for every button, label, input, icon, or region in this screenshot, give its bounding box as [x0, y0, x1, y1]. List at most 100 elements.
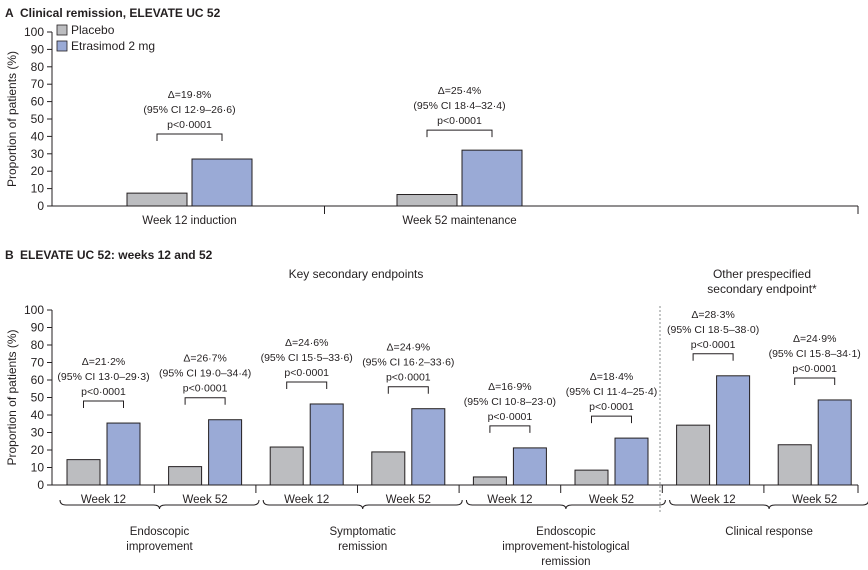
group-label-line2: remission	[338, 541, 387, 553]
significance-bracket	[156, 133, 223, 141]
bar-etrasimod	[614, 437, 649, 486]
significance-bracket	[184, 397, 226, 405]
significance-bracket	[387, 386, 429, 394]
y-tick-label: 60	[31, 373, 45, 387]
group-brace	[59, 499, 260, 510]
annotation-delta: Δ=24·6%	[285, 337, 329, 349]
legend-etrasimod-swatch	[56, 40, 68, 52]
bar-etrasimod	[817, 399, 852, 486]
significance-bracket	[692, 353, 734, 361]
annotation-delta: Δ=24·9%	[387, 342, 431, 354]
y-tick-label: 80	[31, 338, 45, 352]
panel-b-chart: 0 10 20 30 40 50 60 70 80 90 100 Proportion of pati…	[5, 303, 868, 568]
y-tick-label: 70	[31, 356, 45, 370]
bar-placebo	[66, 459, 101, 486]
group-label-line2: improvement	[126, 541, 193, 553]
significance-bracket	[286, 381, 328, 389]
y-tick-label: 20	[31, 443, 45, 457]
y-tick-label: 50	[31, 112, 45, 126]
panel-b-letter: B	[5, 248, 14, 262]
bar-etrasimod	[309, 403, 344, 486]
bar-placebo	[777, 444, 812, 486]
x-category-label: Week 52	[386, 494, 431, 506]
annotation-p-value: p<0·0001	[81, 386, 126, 398]
bar-etrasimod	[208, 419, 243, 486]
y-tick-label: 0	[37, 199, 44, 213]
panel-a-letter: A	[5, 6, 14, 20]
bar-placebo	[676, 424, 711, 486]
bar-placebo	[168, 466, 203, 486]
y-tick-label: 100	[24, 25, 44, 39]
y-tick-label: 90	[31, 42, 45, 56]
y-tick-label: 60	[31, 95, 45, 109]
x-category-label: Week 52	[589, 494, 634, 506]
annotation-ci: (95% CI 19·0–34·4)	[159, 368, 251, 380]
annotation-p-value: p<0·0001	[792, 363, 837, 375]
bar-placebo	[371, 451, 406, 486]
annotation-delta: Δ=25·4%	[438, 85, 482, 97]
y-tick-label: 100	[24, 303, 44, 317]
annotation-p-value: p<0·0001	[183, 383, 228, 395]
group-label-line1: Endoscopic	[536, 526, 596, 538]
annotation-delta: Δ=24·9%	[793, 333, 837, 345]
y-tick-label: 40	[31, 129, 45, 143]
section-key-secondary: Key secondary endpoints	[289, 267, 424, 281]
annotation-ci: (95% CI 12·9–26·6)	[143, 104, 235, 116]
annotation-delta: Δ=19·8%	[168, 89, 212, 101]
section-other-line1: Other prespecified	[713, 267, 811, 281]
bar-etrasimod	[716, 375, 751, 486]
annotation-ci: (95% CI 13·0–29·3)	[57, 371, 149, 383]
y-tick-label: 20	[31, 164, 45, 178]
bar-etrasimod	[512, 447, 547, 486]
bar-placebo	[472, 476, 507, 486]
legend-etrasimod-label: Etrasimod 2 mg	[71, 39, 155, 53]
group-label-line1: Endoscopic	[130, 526, 190, 538]
y-axis-label: Proportion of patients (%)	[5, 51, 19, 187]
annotation-p-value: p<0·0001	[589, 401, 634, 413]
group-label-line3: remission	[541, 556, 590, 568]
y-tick-label: 30	[31, 147, 45, 161]
x-category-label: Week 12	[487, 494, 532, 506]
bar-etrasimod	[191, 158, 253, 207]
annotation-p-value: p<0·0001	[167, 119, 212, 131]
y-tick-label: 10	[31, 461, 45, 475]
bar-placebo	[269, 446, 304, 486]
annotation-delta: Δ=16·9%	[488, 381, 532, 393]
y-axis-label: Proportion of patients (%)	[5, 329, 19, 465]
y-tick-label: 80	[31, 60, 45, 74]
x-category-label: Week 12	[284, 494, 329, 506]
x-category-label: Week 12	[691, 494, 736, 506]
annotation-ci: (95% CI 15·8–34·1)	[769, 348, 861, 360]
annotation-p-value: p<0·0001	[284, 367, 329, 379]
annotation-ci: (95% CI 18·4–32·4)	[413, 100, 505, 112]
section-other-line2: secondary endpoint*	[707, 282, 817, 296]
annotation-delta: Δ=21·2%	[82, 356, 126, 368]
significance-bracket	[83, 400, 124, 409]
y-tick-label: 90	[31, 321, 45, 335]
group-label-line1: Clinical response	[725, 526, 813, 538]
legend-placebo-swatch	[56, 24, 68, 36]
significance-bracket	[591, 415, 632, 424]
group-label-line1: Symptomatic	[329, 526, 396, 538]
x-category-label: Week 52 maintenance	[402, 215, 516, 227]
annotation-ci: (95% CI 16·2–33·6)	[362, 357, 454, 369]
panel-a-title: Clinical remission, ELEVATE UC 52	[20, 6, 221, 20]
annotation-ci: (95% CI 11·4–25·4)	[566, 386, 657, 398]
x-category-label: Week 52	[183, 494, 228, 506]
annotation-delta: Δ=28·3%	[691, 309, 735, 321]
group-label-line2: improvement-histological	[502, 541, 629, 553]
annotation-p-value: p<0·0001	[437, 115, 482, 127]
bar-placebo	[126, 192, 188, 207]
y-tick-label: 10	[31, 182, 45, 196]
bar-etrasimod	[106, 422, 141, 486]
legend-placebo-label: Placebo	[71, 23, 115, 37]
annotation-ci: (95% CI 10·8–23·0)	[464, 396, 556, 408]
panel-a-chart: 0 10 20 30 40 50 60 70 80 90 100 Proportion of pati…	[5, 25, 859, 227]
bar-etrasimod	[411, 408, 446, 486]
y-tick-label: 70	[31, 77, 45, 91]
annotation-ci: (95% CI 15·5–33·6)	[261, 352, 353, 364]
significance-bracket	[489, 425, 531, 433]
y-tick-label: 30	[31, 426, 45, 440]
annotation-p-value: p<0·0001	[386, 372, 431, 384]
